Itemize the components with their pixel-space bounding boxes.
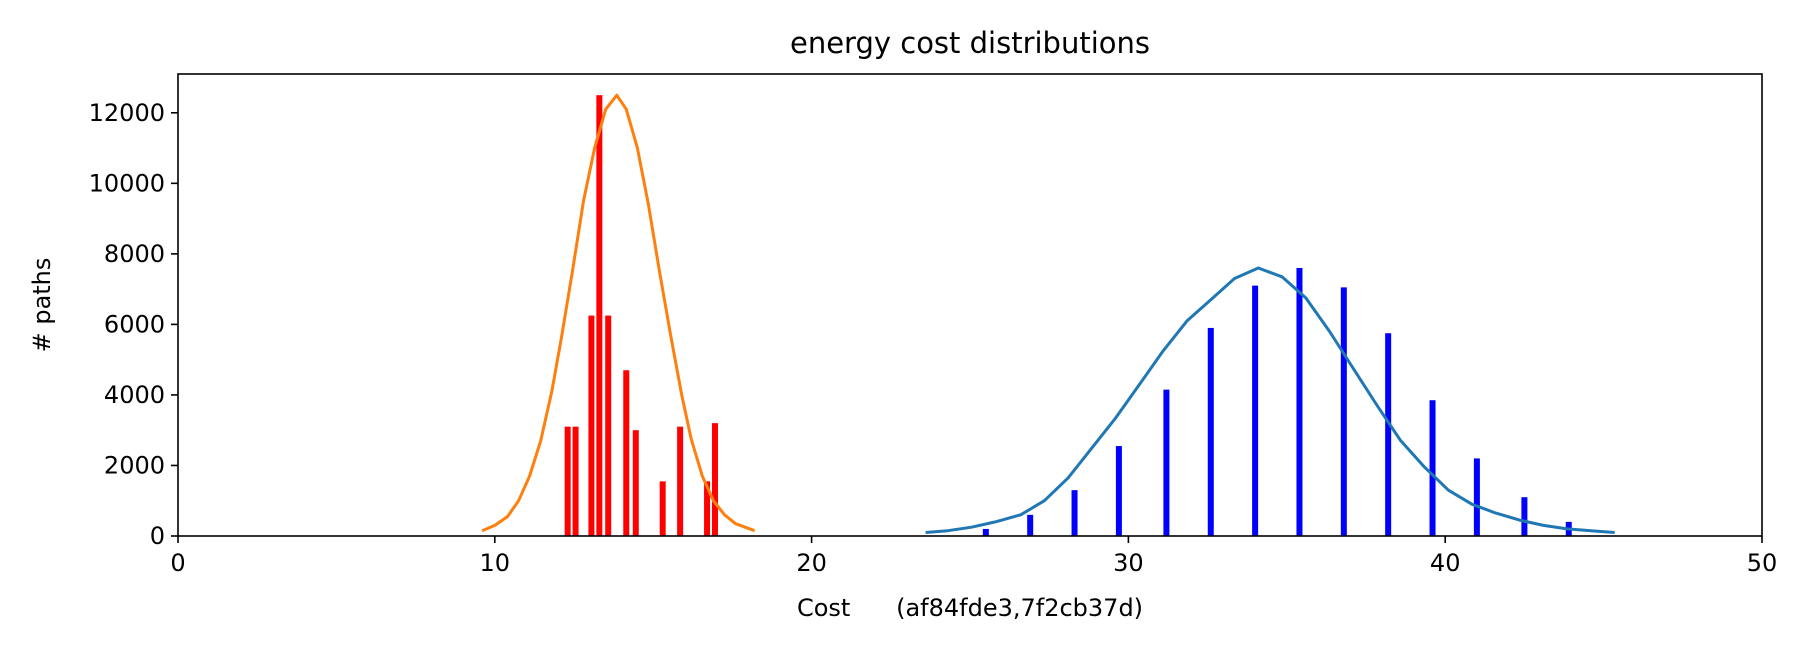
x-tick-label: 20 — [796, 549, 827, 577]
y-tick-label: 10000 — [89, 169, 165, 197]
x-tick-label: 30 — [1113, 549, 1144, 577]
fit-curve-2 — [481, 93, 756, 533]
bar — [572, 426, 579, 536]
y-tick-label: 6000 — [104, 310, 165, 338]
y-axis-label: # paths — [28, 258, 56, 353]
bar — [677, 426, 684, 536]
bar — [596, 95, 603, 536]
x-tick-label: 40 — [1430, 549, 1461, 577]
bar — [1340, 287, 1347, 536]
x-tick-label: 0 — [170, 549, 185, 577]
bar — [1385, 333, 1392, 536]
bar — [1473, 458, 1480, 536]
bar — [1115, 446, 1122, 536]
bar — [1296, 267, 1303, 536]
x-axis-label: Cost (af84fde3,7f2cb37d) — [797, 594, 1143, 622]
bar — [564, 426, 571, 536]
bar — [588, 315, 595, 536]
bar-series-1 — [982, 267, 1572, 536]
x-tick-label: 50 — [1747, 549, 1778, 577]
chart-title: energy cost distributions — [790, 26, 1150, 60]
bar — [1027, 514, 1034, 536]
plot-content — [481, 93, 1615, 536]
bar — [1163, 389, 1170, 536]
y-tick-label: 2000 — [104, 451, 165, 479]
bar — [1521, 497, 1528, 536]
y-tick-label: 0 — [150, 522, 165, 550]
y-tick-label: 4000 — [104, 381, 165, 409]
bar — [1429, 400, 1436, 536]
bar — [711, 423, 718, 536]
y-axis: 0 2000 4000 6000 8000 10000 12000 — [89, 99, 178, 550]
bar — [623, 370, 630, 536]
x-axis: 0 10 20 30 40 50 — [170, 536, 1777, 577]
bar — [1071, 490, 1078, 536]
bar — [605, 315, 612, 536]
fit-curve-3 — [925, 266, 1615, 534]
bar — [1207, 327, 1214, 536]
x-tick-label: 10 — [480, 549, 511, 577]
bar — [632, 430, 639, 536]
bar — [1252, 285, 1259, 536]
bar — [704, 481, 711, 536]
bar-series-0 — [564, 95, 718, 536]
y-tick-label: 12000 — [89, 99, 165, 127]
y-tick-label: 8000 — [104, 240, 165, 268]
bar — [659, 481, 666, 536]
bar — [982, 528, 989, 536]
plot-frame — [177, 73, 1763, 537]
